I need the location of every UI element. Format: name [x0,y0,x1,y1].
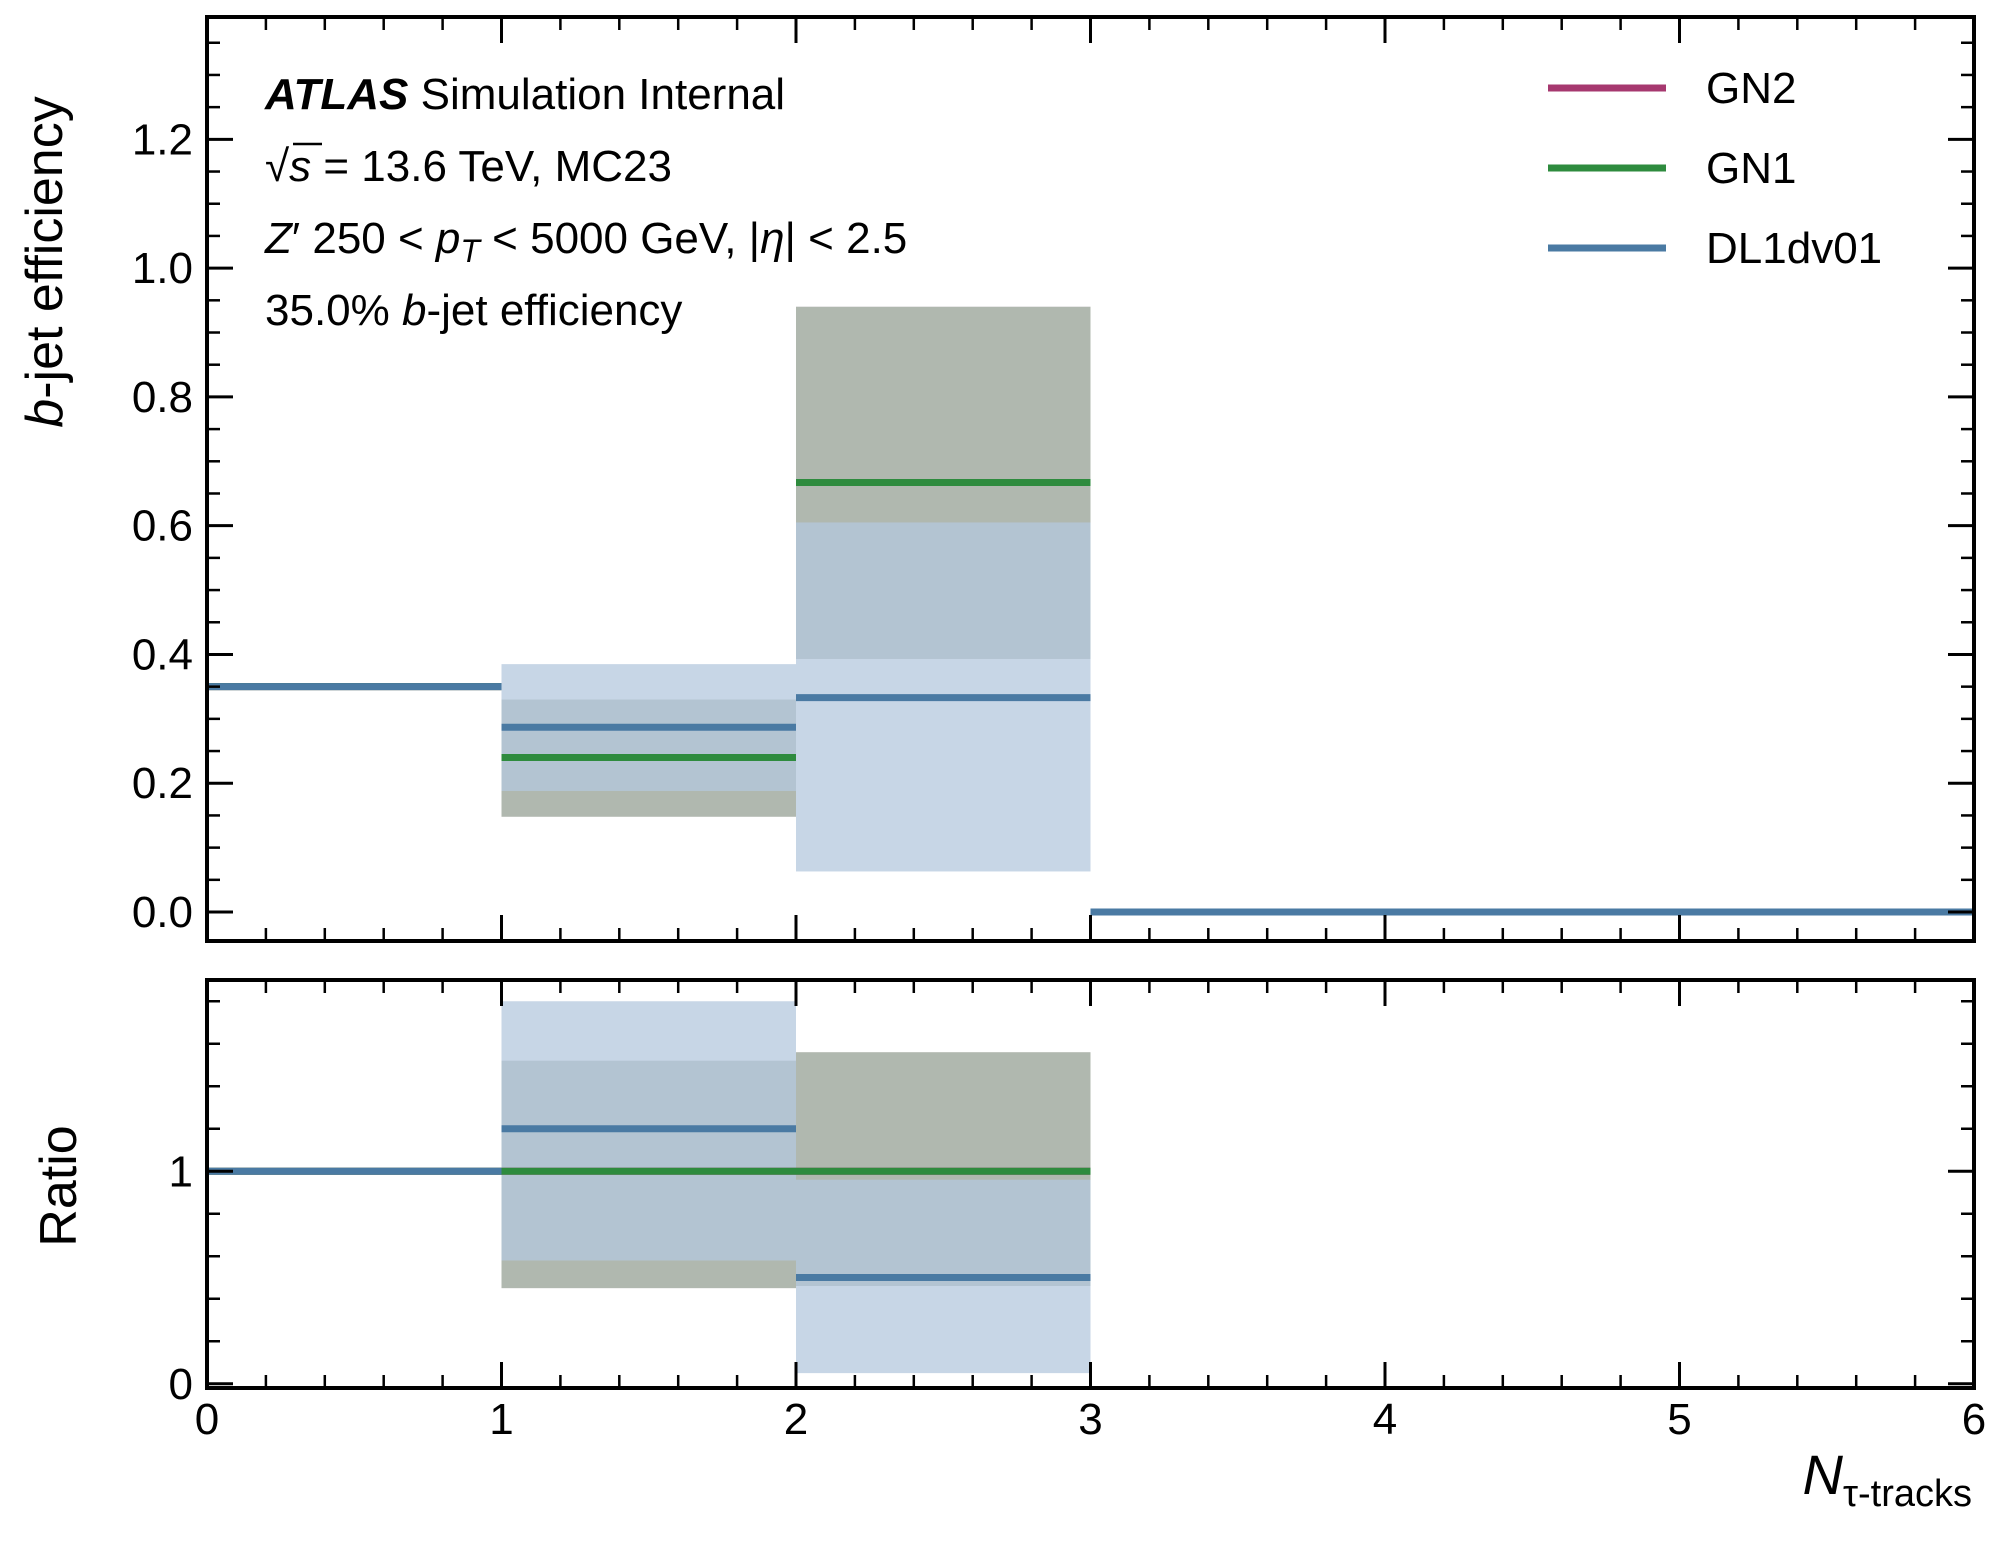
annotation-line-3: Z′ 250 < pT < 5000 GeV, |η| < 2.5 [264,214,907,269]
annotation-line-4: 35.0% b-jet efficiency [265,286,682,335]
top-ticks: 0.0 0.2 0.4 0.6 0.8 1.0 1.2 [132,17,1976,941]
x-tick-label: 2 [784,1395,808,1444]
legend-label-gn2: GN2 [1706,64,1796,113]
x-tick-label: 1 [489,1395,513,1444]
bottom-y-axis-title: Ratio [30,1125,88,1246]
legend-label-gn1: GN1 [1706,144,1796,193]
top-y-tick-label: 0.2 [132,759,193,808]
x-tick-label: 6 [1962,1395,1986,1444]
top-y-tick-label: 0.4 [132,630,193,679]
annotation-line-1: ATLAS Simulation Internal [264,70,785,119]
x-tick-label: 5 [1667,1395,1691,1444]
bottom-ticks: 01 [169,980,1976,1409]
top-y-tick-label: 0.0 [132,888,193,937]
top-y-axis-title: b-jet efficiency [16,96,74,427]
bottom-panel: 01 [169,978,1976,1409]
bottom-y-tick-label: 1 [169,1147,193,1196]
top-y-tick-label: 1.2 [132,115,193,164]
x-tick-label: 4 [1373,1395,1397,1444]
x-axis-title: Nτ-tracks [1803,1443,1972,1515]
top-y-tick-label: 1.0 [132,244,193,293]
x-tick-label: 0 [195,1395,219,1444]
annotation-line-2: √s = 13.6 TeV, MC23 [265,142,672,191]
top-bands [501,306,1091,872]
top-y-tick-label: 0.8 [132,373,193,422]
bottom-lines [207,1125,1091,1281]
top-panel: 0.0 0.2 0.4 0.6 0.8 1.0 1.2 [132,15,1976,943]
top-axes-frame [205,15,1976,943]
x-tick-labels: 0 1 2 3 4 5 6 [195,1395,1986,1444]
top-lines [207,479,1974,916]
top-y-tick-label: 0.6 [132,502,193,551]
x-tick-label: 3 [1078,1395,1102,1444]
bottom-bands [501,1001,1091,1374]
bottom-axes-frame [205,978,1976,1390]
plot-annotation: ATLAS Simulation Internal √s = 13.6 TeV,… [264,70,907,335]
legend: GN2 GN1 DL1dv01 [1548,64,1882,273]
legend-label-dl1dv01: DL1dv01 [1706,224,1882,273]
bottom-y-tick-label: 0 [169,1360,193,1409]
